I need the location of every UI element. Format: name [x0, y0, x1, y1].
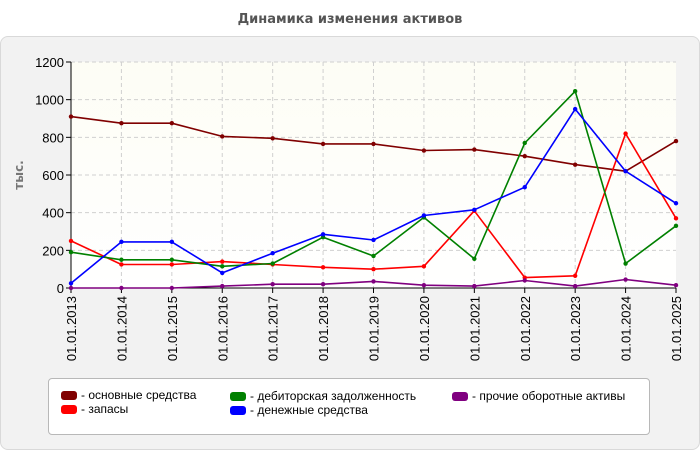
- data-point: [169, 257, 175, 262]
- y-tick-label: 0: [57, 281, 64, 296]
- data-point: [119, 257, 124, 262]
- data-point: [68, 281, 74, 286]
- data-point: [522, 140, 527, 146]
- data-point: [220, 283, 225, 289]
- legend-item: - прочие оборотные активы: [452, 389, 625, 403]
- data-point: [673, 138, 679, 144]
- x-tick-label: 01.01.2021: [467, 296, 482, 361]
- legend-label: - основные средства: [81, 388, 197, 402]
- data-point: [421, 282, 427, 288]
- data-point: [68, 250, 74, 255]
- data-point: [371, 279, 376, 284]
- data-point: [673, 282, 679, 288]
- data-point: [169, 121, 175, 126]
- data-point: [522, 153, 527, 159]
- y-axis-label: тыс.: [12, 160, 26, 189]
- x-tick-label: 01.01.2016: [215, 296, 230, 361]
- legend-item: - денежные средства: [230, 403, 368, 417]
- data-point: [572, 106, 578, 112]
- data-point: [673, 201, 679, 206]
- legend: - основные средства - запасы - дебиторская…: [48, 378, 650, 435]
- data-point: [68, 114, 74, 119]
- legend-label: - денежные средства: [250, 403, 368, 417]
- data-point: [320, 282, 326, 287]
- data-point: [270, 261, 275, 266]
- data-point: [421, 264, 427, 269]
- y-tick-label: 1200: [35, 55, 64, 70]
- data-point: [270, 136, 275, 141]
- x-tick-label: 01.01.2017: [266, 296, 281, 361]
- data-point: [320, 232, 326, 237]
- y-tick-label: 400: [42, 206, 64, 221]
- data-point: [119, 121, 124, 126]
- legend-item: - основные средства: [61, 388, 196, 402]
- y-tick-label: 800: [42, 130, 64, 145]
- legend-swatch: [452, 392, 468, 401]
- data-point: [119, 285, 124, 291]
- data-point: [371, 141, 376, 147]
- data-point: [623, 277, 628, 282]
- legend-label: - прочие оборотные активы: [472, 389, 626, 403]
- x-tick-label: 01.01.2025: [669, 296, 684, 361]
- x-tick-label: 01.01.2022: [518, 296, 533, 361]
- data-point: [673, 223, 679, 229]
- data-point: [371, 253, 376, 259]
- data-point: [169, 285, 175, 291]
- legend-swatch: [230, 406, 246, 415]
- data-point: [169, 239, 175, 245]
- data-point: [472, 256, 477, 262]
- data-point: [572, 273, 578, 278]
- data-point: [421, 213, 427, 218]
- y-tick-label: 1000: [35, 93, 64, 108]
- x-tick-label: 01.01.2014: [114, 296, 129, 361]
- data-point: [220, 259, 225, 264]
- y-tick-label: 200: [42, 243, 64, 258]
- data-point: [270, 250, 275, 256]
- data-point: [220, 134, 225, 139]
- data-point: [371, 237, 376, 243]
- y-tick-label: 600: [42, 168, 64, 183]
- data-point: [320, 141, 326, 147]
- data-point: [320, 265, 326, 270]
- data-point: [472, 207, 477, 213]
- data-point: [522, 185, 527, 190]
- data-point: [68, 238, 74, 244]
- legend-swatch: [230, 392, 246, 401]
- legend-item: - запасы: [61, 402, 128, 416]
- data-point: [220, 264, 225, 269]
- x-tick-label: 01.01.2020: [417, 296, 432, 361]
- data-point: [371, 266, 376, 272]
- legend-swatch: [61, 391, 77, 400]
- data-point: [673, 216, 679, 221]
- data-point: [623, 261, 628, 266]
- x-tick-label: 01.01.2019: [367, 296, 382, 361]
- data-point: [623, 169, 628, 174]
- data-point: [472, 283, 477, 289]
- x-tick-label: 01.01.2018: [316, 296, 331, 361]
- data-point: [220, 270, 225, 276]
- data-point: [572, 88, 578, 94]
- data-point: [169, 262, 175, 267]
- chart-title: Динамика изменения активов: [237, 12, 463, 27]
- x-tick-label: 01.01.2023: [568, 296, 583, 361]
- data-point: [270, 282, 275, 287]
- legend-item: - дебиторская задолженность: [230, 389, 416, 403]
- x-tick-label: 01.01.2013: [64, 296, 79, 361]
- data-point: [623, 131, 628, 136]
- data-point: [572, 162, 578, 167]
- x-tick-label: 01.01.2024: [619, 296, 634, 361]
- legend-swatch: [61, 405, 77, 414]
- data-point: [472, 147, 477, 152]
- data-point: [68, 285, 74, 291]
- x-tick-label: 01.01.2015: [165, 296, 180, 361]
- data-point: [119, 239, 124, 245]
- data-point: [119, 262, 124, 267]
- data-point: [572, 283, 578, 289]
- data-point: [522, 278, 527, 283]
- legend-label: - запасы: [81, 402, 129, 416]
- legend-label: - дебиторская задолженность: [250, 389, 417, 403]
- data-point: [421, 148, 427, 153]
